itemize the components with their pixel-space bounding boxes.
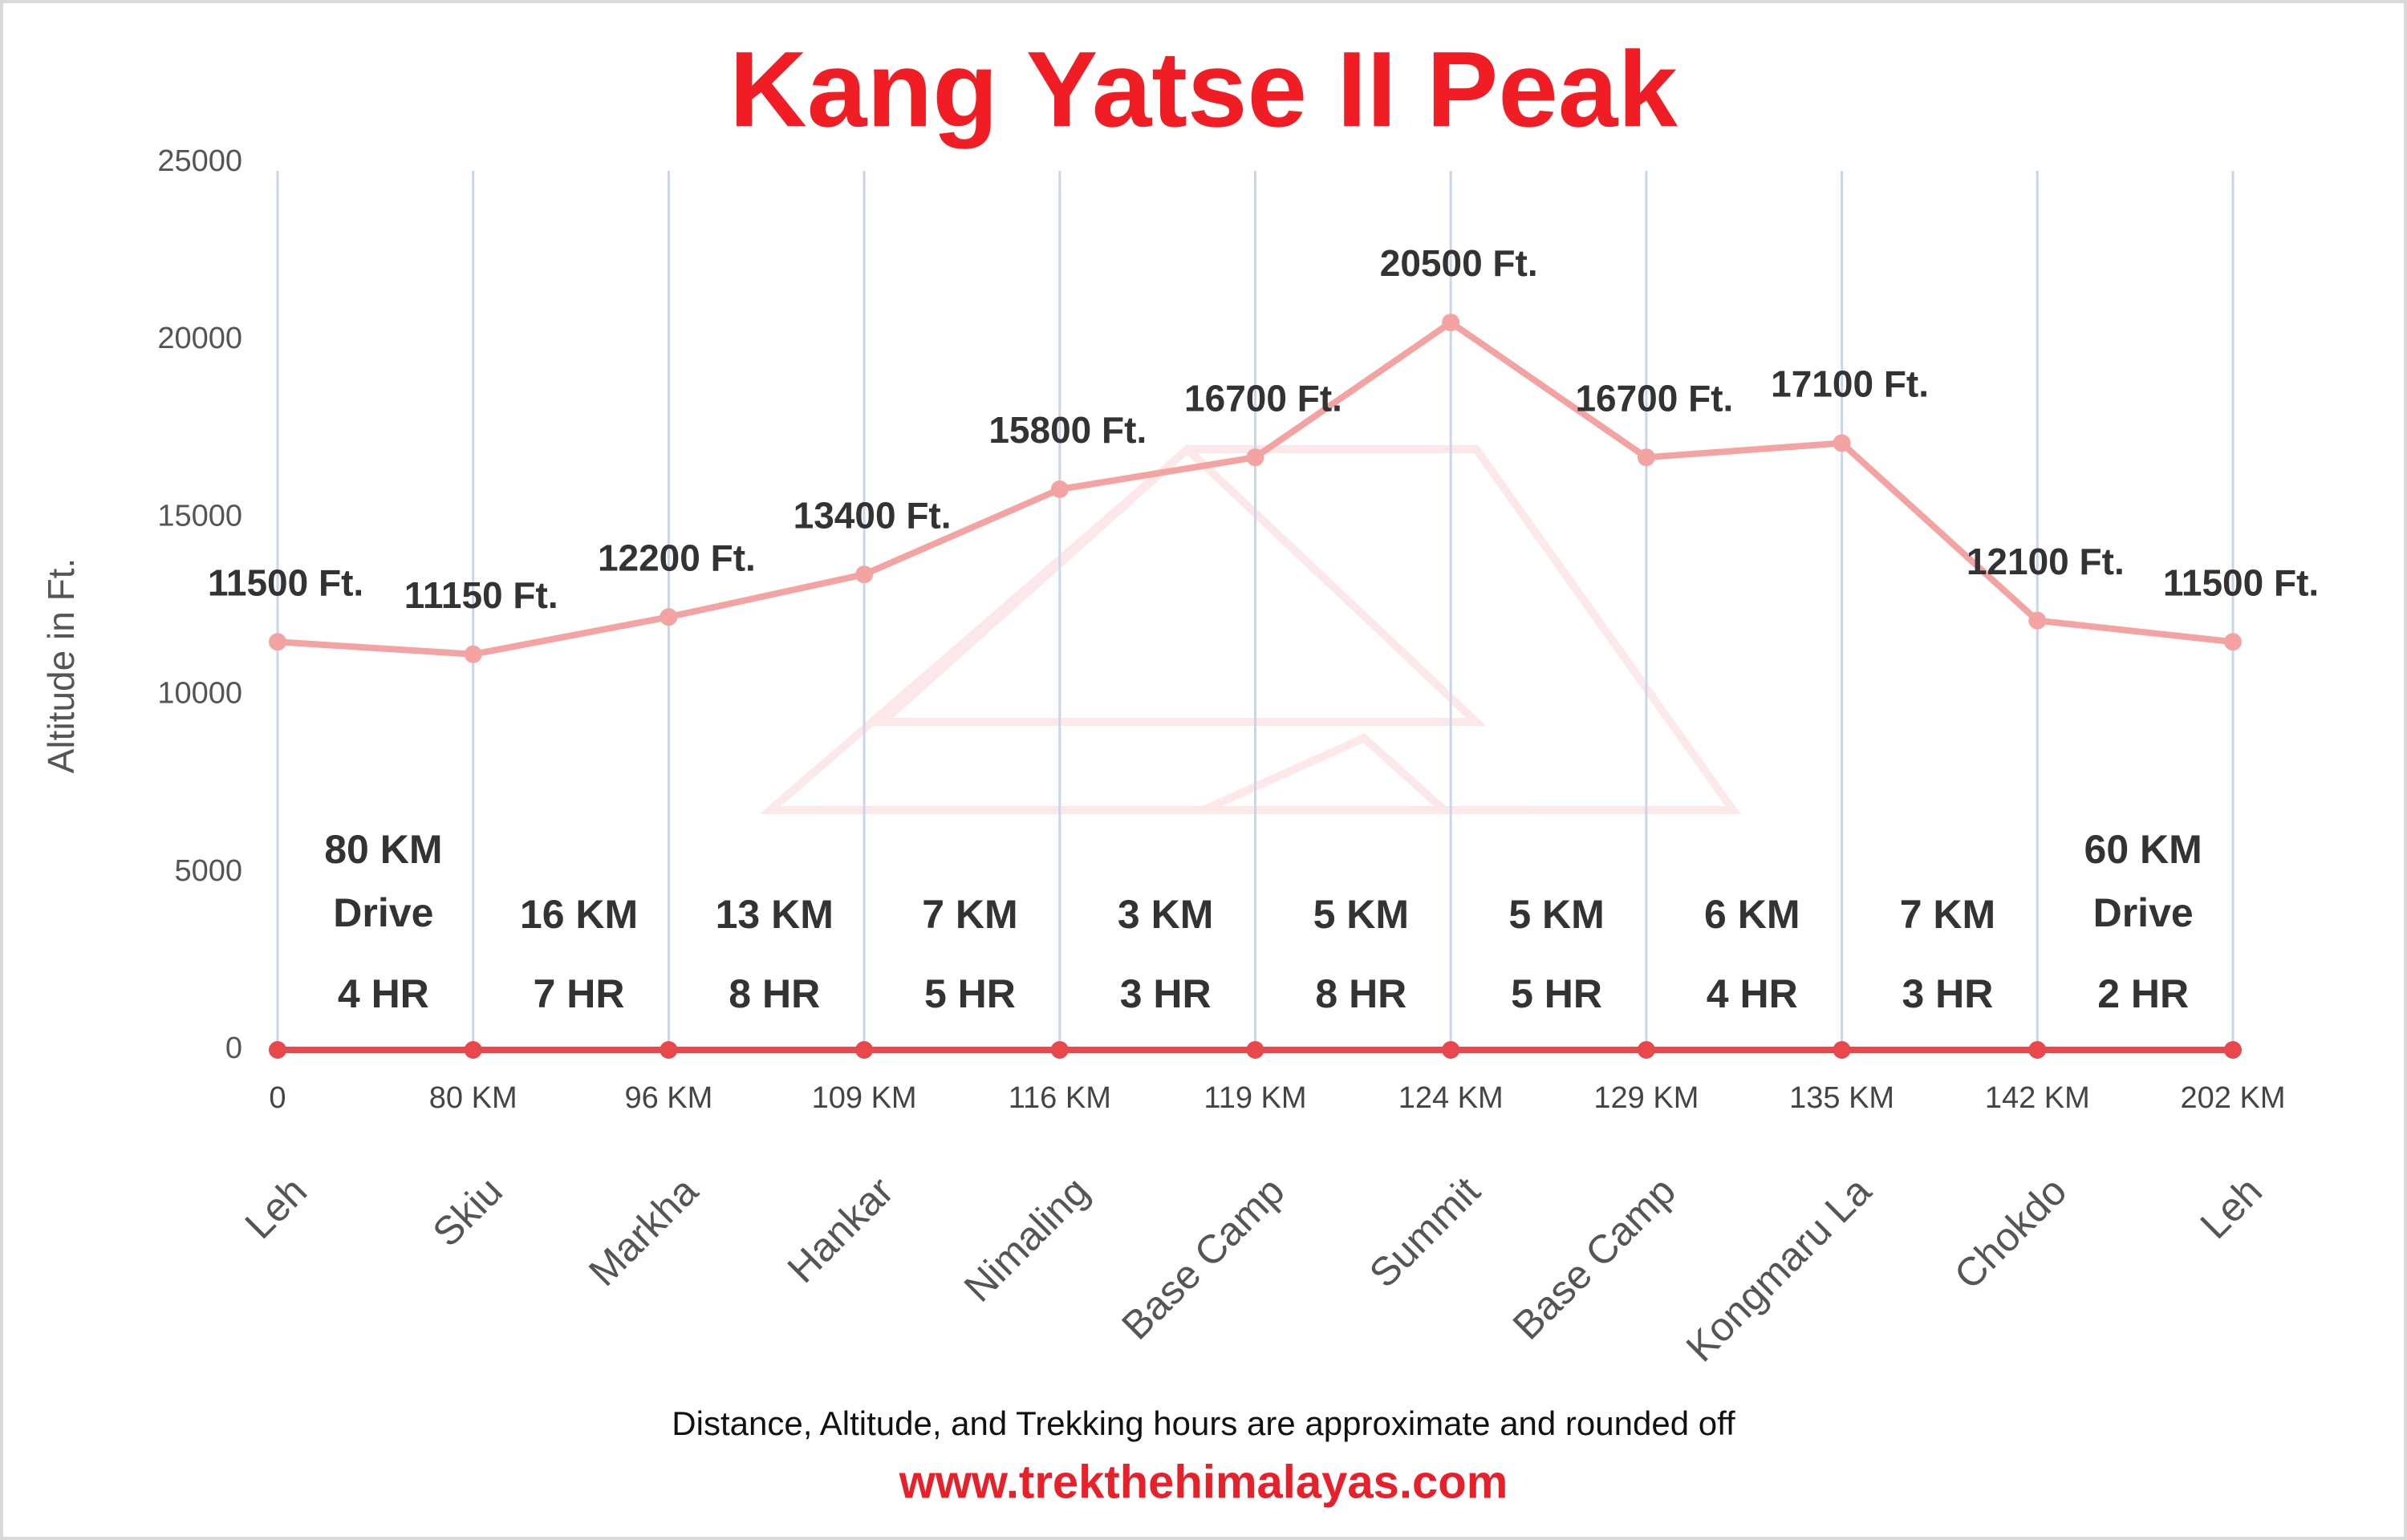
segment-distance: 7 KM [922,892,1017,937]
distance-label: 119 KM [1204,1081,1306,1115]
data-label: 12100 Ft. [1967,541,2125,582]
segment-time: 3 HR [1902,971,1993,1016]
marker [1442,314,1460,332]
distance-label: 202 KM [2181,1081,2286,1115]
segment-time: 8 HR [729,971,820,1016]
watermark [759,444,1741,814]
data-label: 13400 Ft. [794,494,952,536]
distance-label: 80 KM [429,1081,518,1115]
marker [1833,434,1851,452]
marker [660,1041,678,1059]
segment-time: 3 HR [1120,971,1212,1016]
segment-time: 5 HR [924,971,1016,1016]
segment-distance: 13 KM [716,892,834,937]
marker [269,633,286,651]
distance-label: 0 [269,1081,286,1115]
segment-distance: 60 KM [2084,827,2202,872]
segment-time: 4 HR [338,971,429,1016]
website: www.trekthehimalayas.com [899,1456,1508,1508]
chart-title: Kang Yatse II Peak [729,30,1678,149]
segment-distance: 80 KM [324,827,442,872]
data-label: 11500 Ft. [2163,561,2319,603]
segment-distance: 3 KM [1118,892,1213,937]
segment-time: 8 HR [1315,971,1406,1016]
y-tick-label: 15000 [157,499,242,533]
y-tick-label: 20000 [157,322,242,355]
marker [2224,633,2242,651]
y-axis-label: Altitude in Ft. [40,558,82,773]
distance-label: 124 KM [1398,1081,1504,1115]
marker [1833,1041,1851,1059]
marker [2224,1041,2242,1059]
marker [1050,1041,1069,1059]
y-tick-label: 10000 [157,677,242,711]
data-label: 17100 Ft. [1771,363,1929,405]
marker [269,1041,286,1059]
distance-label: 96 KM [624,1081,712,1115]
marker [1442,1041,1460,1059]
segment-distance: 5 KM [1313,892,1409,937]
distance-label: 142 KM [1985,1081,2090,1115]
marker [1637,1041,1655,1059]
segment-distance: 6 KM [1704,892,1800,937]
marker [1246,1041,1264,1059]
distance-label: 129 KM [1593,1081,1699,1115]
segment-distance: 7 KM [1900,892,1995,937]
y-tick-label: 0 [225,1031,242,1065]
data-label: 16700 Ft. [1184,377,1342,419]
segment-distance: 16 KM [520,892,638,937]
marker [855,1041,874,1059]
marker [855,565,874,584]
marker [1050,480,1069,499]
segment-time: 4 HR [1707,971,1798,1016]
distance-label: 135 KM [1789,1081,1894,1115]
data-label: 12200 Ft. [598,537,756,578]
marker [1637,448,1655,467]
data-label: 16700 Ft. [1575,377,1733,419]
segment-time: 5 HR [1511,971,1602,1016]
data-label: 11500 Ft. [208,561,363,603]
marker [1246,448,1264,467]
footnote: Distance, Altitude, and Trekking hours a… [672,1404,1735,1442]
marker [660,608,678,626]
y-tick-label: 5000 [174,854,242,888]
marker [2028,1041,2047,1059]
segment-distance: 5 KM [1508,892,1604,937]
y-tick-label: 25000 [157,144,242,178]
segment-mode: Drive [2093,890,2194,935]
distance-label: 116 KM [1009,1081,1111,1115]
data-label: 15800 Ft. [988,409,1147,451]
data-label: 20500 Ft. [1380,242,1538,284]
marker [464,1041,482,1059]
segment-time: 7 HR [534,971,625,1016]
segment-mode: Drive [333,890,433,935]
segment-time: 2 HR [2097,971,2189,1016]
data-label: 11150 Ft. [404,574,558,616]
marker [464,645,482,663]
marker [2028,611,2047,630]
distance-label: 109 KM [812,1081,917,1115]
